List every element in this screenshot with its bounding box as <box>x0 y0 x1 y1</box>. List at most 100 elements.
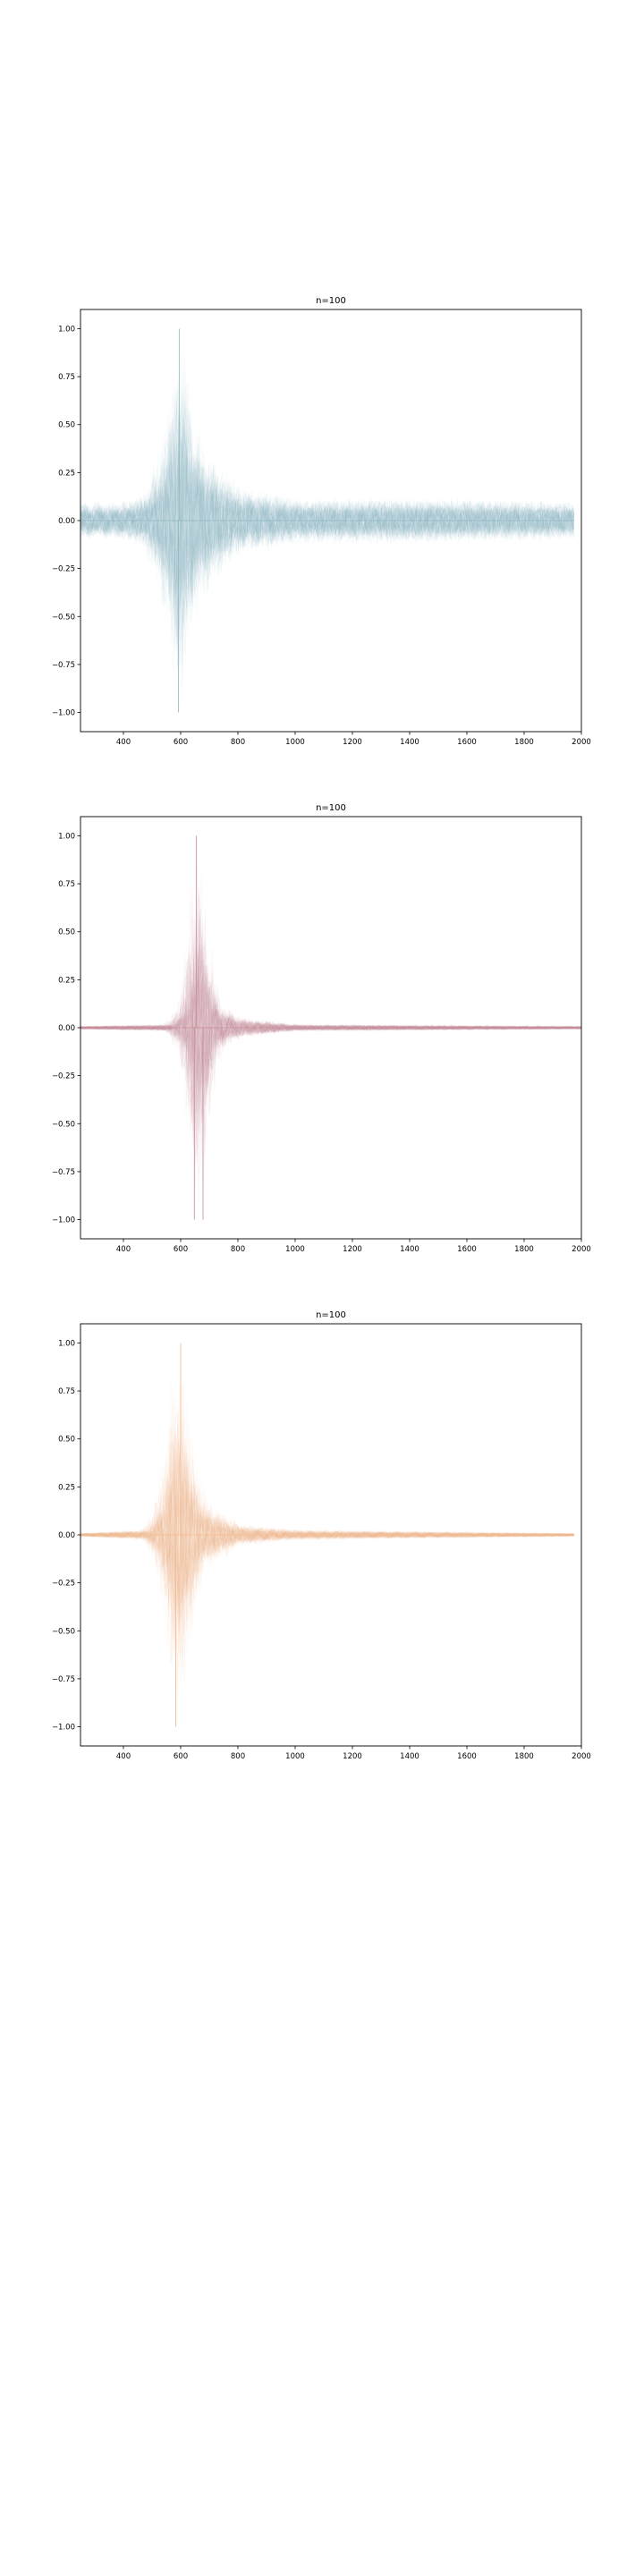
series-trace <box>80 1439 574 1593</box>
series-trace <box>80 407 575 647</box>
series-trace <box>80 1419 574 1648</box>
series-trace <box>80 416 574 593</box>
y-tick-label: 0.25 <box>58 469 75 478</box>
series-trace <box>80 979 581 1090</box>
x-tick-label: 800 <box>231 1245 245 1254</box>
series-trace <box>80 411 575 670</box>
series-trace <box>80 384 575 643</box>
series-trace <box>80 463 575 623</box>
series-trace <box>80 957 581 1105</box>
series-trace <box>80 908 581 1110</box>
series-trace <box>80 434 574 595</box>
x-tick-label: 400 <box>116 738 131 747</box>
series-trace <box>80 477 575 594</box>
series-trace <box>80 418 575 613</box>
series-trace <box>80 360 574 639</box>
series-trace <box>80 1453 574 1673</box>
series-trace <box>80 1479 574 1608</box>
series-trace <box>80 894 581 1121</box>
y-tick-label: 0.25 <box>58 1483 75 1492</box>
series-trace <box>80 389 575 641</box>
series-trace <box>80 402 574 619</box>
series-trace <box>80 1472 574 1602</box>
series-trace <box>80 465 575 606</box>
y-tick-label: −0.25 <box>52 565 75 574</box>
series-trace <box>80 1456 574 1675</box>
series-trace <box>80 1420 574 1615</box>
series-trace <box>80 458 575 594</box>
y-tick-label: 0.50 <box>58 928 75 937</box>
y-tick-label: −0.50 <box>52 1120 75 1129</box>
y-tick-label: 0.00 <box>58 517 75 526</box>
series-trace <box>80 423 574 631</box>
series-trace <box>80 1462 574 1659</box>
series-trace <box>80 1413 574 1627</box>
series-trace <box>80 422 575 612</box>
series-trace <box>80 921 581 1113</box>
series-trace <box>80 919 581 1158</box>
y-tick-label: −0.50 <box>52 1627 75 1636</box>
series-trace <box>80 447 575 584</box>
y-tick-label: −0.75 <box>52 661 75 670</box>
series-trace <box>80 459 575 585</box>
x-tick-label: 600 <box>174 1245 188 1254</box>
series-trace <box>80 427 574 585</box>
series-trace <box>80 947 581 1161</box>
series-trace <box>80 429 575 594</box>
series-trace <box>80 383 575 637</box>
series-trace <box>80 917 581 1164</box>
series-trace <box>80 394 574 636</box>
x-tick-label: 600 <box>174 1752 188 1761</box>
series-trace <box>80 886 581 1140</box>
series-trace <box>80 429 575 652</box>
x-tick-label: 1600 <box>457 1245 477 1254</box>
series-trace <box>80 949 581 1194</box>
series-trace <box>80 1444 574 1651</box>
series-trace <box>80 404 575 644</box>
y-tick-label: 0.50 <box>58 421 75 430</box>
series-trace <box>80 444 575 593</box>
series-trace <box>80 401 575 622</box>
y-tick-label: 1.00 <box>58 832 75 841</box>
series-trace <box>80 1444 574 1620</box>
series-trace <box>80 950 581 1161</box>
x-tick-label: 400 <box>116 1245 131 1254</box>
series-trace <box>80 1400 574 1667</box>
series-trace <box>80 419 575 675</box>
series-trace <box>80 445 575 623</box>
series-trace <box>80 398 575 625</box>
series-trace <box>80 1435 574 1647</box>
series-trace <box>80 428 575 656</box>
series-trace <box>80 1383 574 1628</box>
x-tick-label: 800 <box>231 1752 245 1761</box>
series-trace <box>80 420 575 630</box>
x-tick-label: 1000 <box>285 1752 305 1761</box>
x-tick-label: 1800 <box>514 1245 534 1254</box>
series-trace <box>80 455 575 595</box>
series-trace <box>80 1464 574 1641</box>
series-trace <box>80 463 575 579</box>
series-trace <box>80 1437 574 1610</box>
x-tick-label: 1600 <box>457 1752 477 1761</box>
x-tick-label: 1200 <box>343 738 362 747</box>
series-trace <box>80 1412 574 1621</box>
series-trace <box>80 892 581 1100</box>
series-trace <box>80 454 575 616</box>
series-trace <box>80 387 575 615</box>
series-trace <box>80 1426 574 1649</box>
x-tick-label: 1800 <box>514 738 534 747</box>
series-trace <box>80 415 575 681</box>
series-trace <box>80 1432 574 1630</box>
series-trace <box>80 1389 574 1660</box>
series-trace <box>80 1479 574 1599</box>
y-tick-label: 0.50 <box>58 1436 75 1445</box>
series-trace <box>80 1474 574 1604</box>
series-trace <box>80 1443 574 1681</box>
series-trace <box>80 936 581 1148</box>
series-trace <box>80 418 575 601</box>
series-trace <box>80 386 575 656</box>
series-trace <box>80 394 575 612</box>
y-tick-label: −0.25 <box>52 1580 75 1589</box>
series-trace <box>80 439 574 575</box>
